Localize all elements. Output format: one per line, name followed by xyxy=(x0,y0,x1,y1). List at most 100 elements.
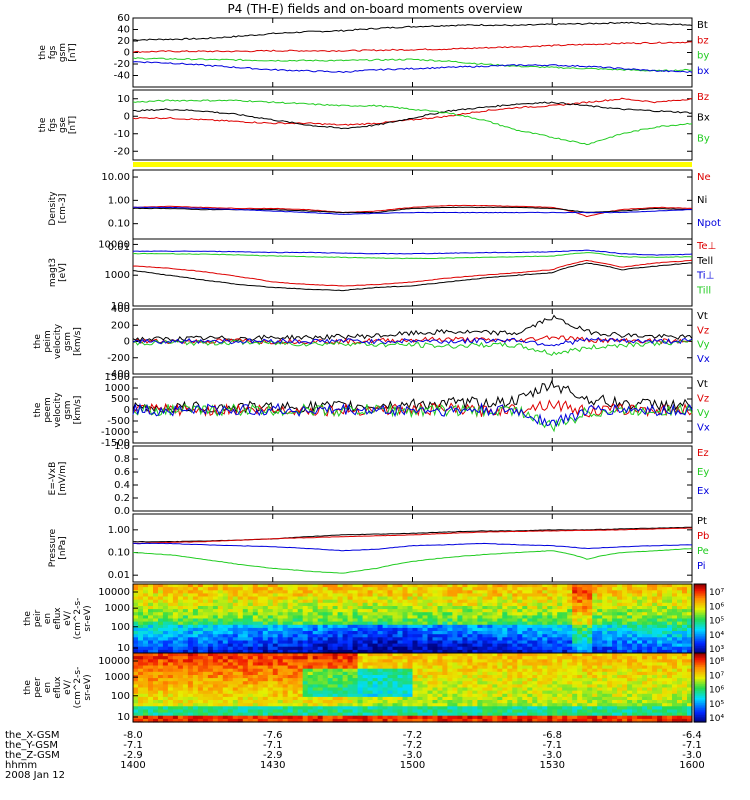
heatmap-cell xyxy=(257,584,264,588)
heatmap-cell xyxy=(172,656,179,660)
heatmap-cell xyxy=(447,609,453,613)
heatmap-cell xyxy=(537,715,543,720)
heatmap-cell xyxy=(162,684,169,689)
heatmap-cell xyxy=(557,615,563,620)
heatmap-cell xyxy=(357,671,364,676)
heatmap-cell xyxy=(457,646,463,651)
heatmap-cell xyxy=(342,634,349,638)
heatmap-cell xyxy=(272,656,279,660)
heatmap-cell xyxy=(582,584,588,588)
heatmap-cell xyxy=(572,599,578,604)
heatmap-cell xyxy=(287,637,294,641)
heatmap-cell xyxy=(432,631,439,635)
heatmap-cell xyxy=(177,681,184,685)
heatmap-cell xyxy=(292,596,299,601)
heatmap-cell xyxy=(592,693,598,698)
heatmap-cell xyxy=(547,587,553,591)
heatmap-cell xyxy=(597,675,603,679)
heatmap-cell xyxy=(397,634,404,638)
heatmap-cell xyxy=(497,618,503,623)
heatmap-cell xyxy=(397,612,404,616)
heatmap-cell xyxy=(257,606,264,610)
heatmap-cell xyxy=(542,696,548,701)
heatmap-cell xyxy=(138,706,144,710)
heatmap-cell xyxy=(412,593,419,598)
heatmap-cell xyxy=(242,624,249,629)
heatmap-cell xyxy=(312,659,319,663)
heatmap-cell xyxy=(617,715,623,720)
heatmap-cell xyxy=(292,653,299,657)
heatmap-cell xyxy=(332,584,339,588)
heatmap-cell xyxy=(542,618,548,623)
heatmap-cell xyxy=(202,659,209,663)
heatmap-cell xyxy=(577,662,583,667)
heatmap-cell xyxy=(302,618,309,623)
heatmap-cell xyxy=(472,653,478,657)
heatmap-cell xyxy=(242,709,249,714)
heatmap-cell xyxy=(492,640,498,645)
heatmap-cell xyxy=(182,684,189,689)
heatmap-cell xyxy=(277,637,284,641)
heatmap-cell xyxy=(577,606,583,610)
heatmap-cell xyxy=(158,593,164,598)
heatmap-cell xyxy=(267,627,274,632)
heatmap-cell xyxy=(502,612,508,616)
heatmap-cell xyxy=(242,593,249,598)
y-tick-label: -1000 xyxy=(101,427,130,438)
heatmap-cell xyxy=(607,627,613,632)
heatmap-cell xyxy=(487,649,493,654)
heatmap-cell xyxy=(597,609,603,613)
heatmap-cell xyxy=(172,637,179,641)
heatmap-cell xyxy=(532,681,538,685)
heatmap-cell xyxy=(617,596,623,601)
heatmap-cell xyxy=(327,593,334,598)
heatmap-cell xyxy=(527,590,533,594)
heatmap-cell xyxy=(532,715,538,720)
heatmap-cell xyxy=(447,643,453,648)
heatmap-cell xyxy=(517,671,523,676)
heatmap-cell xyxy=(467,640,473,645)
heatmap-cell xyxy=(302,703,309,707)
heatmap-cell xyxy=(637,643,643,648)
heatmap-cell xyxy=(148,665,154,670)
heatmap-cell xyxy=(612,687,618,692)
heatmap-cell xyxy=(362,684,369,689)
heatmap-cell xyxy=(642,618,648,623)
heatmap-cell xyxy=(387,696,394,701)
heatmap-cell xyxy=(352,599,359,604)
heatmap-cell xyxy=(407,709,414,714)
heatmap-cell xyxy=(407,621,414,626)
heatmap-cell xyxy=(217,703,224,707)
heatmap-cell xyxy=(442,690,448,695)
heatmap-cell xyxy=(357,602,364,607)
heatmap-cell xyxy=(542,700,548,704)
heatmap-cell xyxy=(367,587,374,591)
heatmap-cell xyxy=(227,590,234,594)
heatmap-cell xyxy=(427,703,434,707)
heatmap-cell xyxy=(597,584,603,588)
heatmap-cell xyxy=(387,593,394,598)
heatmap-cell xyxy=(287,649,294,654)
heatmap-cell xyxy=(362,606,369,610)
heatmap-cell xyxy=(202,690,209,695)
heatmap-cell xyxy=(457,665,463,670)
heatmap-cell xyxy=(592,659,598,663)
heatmap-cell xyxy=(322,675,329,679)
heatmap-cell xyxy=(277,634,284,638)
heatmap-cell xyxy=(462,665,468,670)
heatmap-cell xyxy=(622,612,628,616)
heatmap-cell xyxy=(212,627,219,632)
heatmap-cell xyxy=(252,624,259,629)
heatmap-cell xyxy=(437,634,444,638)
heatmap-cell xyxy=(138,696,144,701)
heatmap-cell xyxy=(357,662,364,667)
heatmap-cell xyxy=(162,715,169,720)
heatmap-cell xyxy=(402,693,409,698)
heatmap-cell xyxy=(507,690,513,695)
heatmap-cell xyxy=(432,665,439,670)
heatmap-cell xyxy=(342,602,349,607)
heatmap-cell xyxy=(457,678,463,682)
heatmap-cell xyxy=(397,649,404,654)
heatmap-cell xyxy=(232,640,239,645)
heatmap-cell xyxy=(197,609,204,613)
